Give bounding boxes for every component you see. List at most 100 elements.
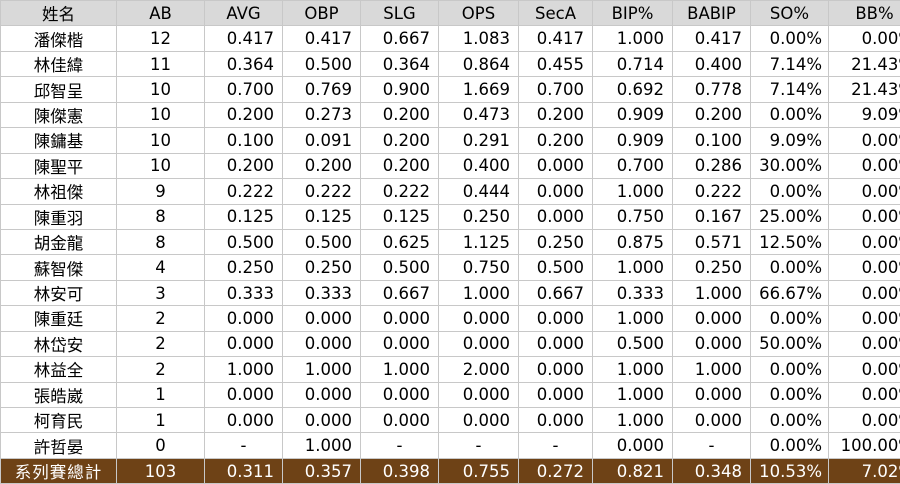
- cell-babip: 0.400: [673, 51, 751, 76]
- cell-slg: 0.222: [361, 179, 439, 204]
- cell-bb-pct: 100.00%: [829, 433, 900, 458]
- cell-name: 柯育民: [1, 408, 117, 433]
- cell-slg: 0.000: [361, 382, 439, 407]
- cell-ops: 0.000: [439, 408, 519, 433]
- cell-bip-pct: 1.000: [593, 382, 673, 407]
- cell-babip: 0.000: [673, 408, 751, 433]
- cell-obp: 0.250: [283, 255, 361, 280]
- cell-obp: 0.222: [283, 179, 361, 204]
- cell-name: 陳鏞基: [1, 128, 117, 153]
- total-cell-obp: 0.357: [283, 458, 361, 483]
- cell-obp: 0.125: [283, 204, 361, 229]
- cell-avg: 0.100: [205, 128, 283, 153]
- cell-bip-pct: 1.000: [593, 357, 673, 382]
- cell-name: 邱智呈: [1, 77, 117, 102]
- column-header-slg: SLG: [361, 1, 439, 26]
- cell-slg: 1.000: [361, 357, 439, 382]
- cell-ab: 1: [117, 382, 205, 407]
- cell-slg: 0.667: [361, 26, 439, 51]
- cell-ab: 0: [117, 433, 205, 458]
- cell-avg: 0.000: [205, 382, 283, 407]
- total-cell-ab: 103: [117, 458, 205, 483]
- cell-bip-pct: 1.000: [593, 306, 673, 331]
- cell-slg: 0.200: [361, 102, 439, 127]
- column-header-name: 姓名: [1, 1, 117, 26]
- column-header-bip-pct: BIP%: [593, 1, 673, 26]
- cell-bip-pct: 0.909: [593, 102, 673, 127]
- cell-ops: -: [439, 433, 519, 458]
- cell-ab: 10: [117, 128, 205, 153]
- cell-bb-pct: 21.43%: [829, 77, 900, 102]
- cell-so-pct: 0.00%: [751, 382, 829, 407]
- cell-avg: 0.417: [205, 26, 283, 51]
- total-cell-bb-pct: 7.02%: [829, 458, 900, 483]
- cell-slg: 0.000: [361, 408, 439, 433]
- column-header-obp: OBP: [283, 1, 361, 26]
- cell-bip-pct: 0.909: [593, 128, 673, 153]
- cell-ops: 0.250: [439, 204, 519, 229]
- cell-babip: 0.100: [673, 128, 751, 153]
- cell-so-pct: 0.00%: [751, 306, 829, 331]
- cell-babip: 0.417: [673, 26, 751, 51]
- cell-ab: 9: [117, 179, 205, 204]
- cell-so-pct: 50.00%: [751, 331, 829, 356]
- cell-ops: 0.473: [439, 102, 519, 127]
- cell-seca: -: [519, 433, 593, 458]
- cell-ops: 0.000: [439, 382, 519, 407]
- cell-so-pct: 12.50%: [751, 229, 829, 254]
- cell-babip: 0.000: [673, 331, 751, 356]
- cell-slg: 0.625: [361, 229, 439, 254]
- cell-slg: 0.125: [361, 204, 439, 229]
- cell-name: 陳重廷: [1, 306, 117, 331]
- cell-avg: 0.000: [205, 306, 283, 331]
- cell-babip: 0.222: [673, 179, 751, 204]
- cell-babip: 0.286: [673, 153, 751, 178]
- cell-so-pct: 0.00%: [751, 255, 829, 280]
- cell-babip: 0.571: [673, 229, 751, 254]
- cell-so-pct: 0.00%: [751, 357, 829, 382]
- cell-obp: 0.000: [283, 382, 361, 407]
- cell-bip-pct: 1.000: [593, 179, 673, 204]
- cell-name: 林安可: [1, 280, 117, 305]
- cell-bb-pct: 0.00%: [829, 408, 900, 433]
- cell-so-pct: 0.00%: [751, 408, 829, 433]
- cell-ops: 1.125: [439, 229, 519, 254]
- cell-babip: 1.000: [673, 357, 751, 382]
- cell-ab: 8: [117, 204, 205, 229]
- cell-name: 胡金龍: [1, 229, 117, 254]
- cell-obp: 0.417: [283, 26, 361, 51]
- cell-seca: 0.500: [519, 255, 593, 280]
- cell-bb-pct: 0.00%: [829, 179, 900, 204]
- cell-name: 張皓崴: [1, 382, 117, 407]
- cell-babip: 0.167: [673, 204, 751, 229]
- cell-ab: 2: [117, 331, 205, 356]
- cell-name: 林岱安: [1, 331, 117, 356]
- cell-avg: 0.200: [205, 153, 283, 178]
- cell-name: 陳重羽: [1, 204, 117, 229]
- cell-obp: 0.091: [283, 128, 361, 153]
- total-cell-seca: 0.272: [519, 458, 593, 483]
- cell-so-pct: 25.00%: [751, 204, 829, 229]
- cell-babip: 0.778: [673, 77, 751, 102]
- cell-seca: 0.417: [519, 26, 593, 51]
- cell-name: 林祖傑: [1, 179, 117, 204]
- cell-ops: 2.000: [439, 357, 519, 382]
- cell-slg: 0.500: [361, 255, 439, 280]
- cell-seca: 0.000: [519, 382, 593, 407]
- total-cell-babip: 0.348: [673, 458, 751, 483]
- cell-bip-pct: 0.692: [593, 77, 673, 102]
- cell-name: 陳傑憲: [1, 102, 117, 127]
- cell-ops: 0.864: [439, 51, 519, 76]
